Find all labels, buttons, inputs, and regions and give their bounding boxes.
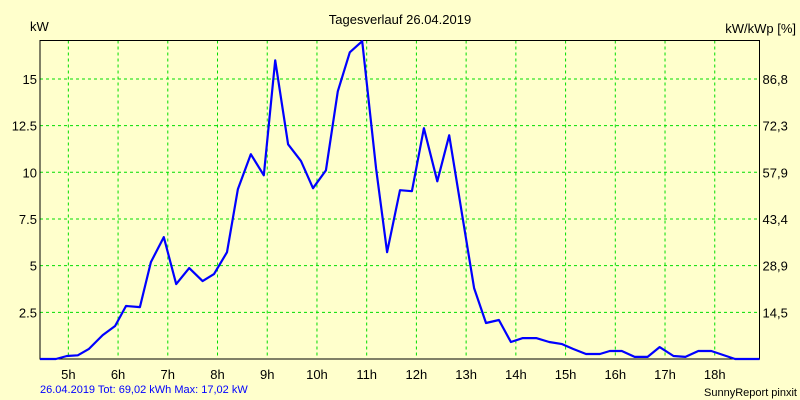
chart-title: Tagesverlauf 26.04.2019 xyxy=(329,12,471,27)
x-tick-label: 12h xyxy=(406,367,428,382)
y2-tick-label: 43,4 xyxy=(763,212,788,227)
x-axis: 5h 6h 7h 8h 9h 10h 11h 12h 13h 14h 15h 16h 17h 18h xyxy=(61,367,725,382)
y-axis-label: kW xyxy=(30,19,50,34)
x-tick-label: 9h xyxy=(260,367,274,382)
plot-frame xyxy=(39,40,760,360)
y2-axis-label: kW/kWp [%] xyxy=(725,21,796,36)
y2-tick-label: 57,9 xyxy=(763,165,788,180)
y2-tick-label: 86,8 xyxy=(763,72,788,87)
x-tick-label: 18h xyxy=(704,367,726,382)
x-tick-label: 16h xyxy=(604,367,626,382)
series-group xyxy=(40,40,760,361)
footer-summary: 26.04.2019 Tot: 69,02 kWh Max: 17,02 kW xyxy=(40,384,248,396)
x-tick-label: 13h xyxy=(455,367,477,382)
y-axis-right: 14,5 28,9 43,4 57,9 72,3 86,8 xyxy=(763,72,788,320)
y-tick-label: 2.5 xyxy=(19,305,37,320)
y-tick-label: 12.5 xyxy=(12,119,37,134)
y-tick-label: 5 xyxy=(30,259,37,274)
x-tick-label: 15h xyxy=(555,367,577,382)
y2-tick-label: 14,5 xyxy=(763,305,788,320)
x-tick-label: 17h xyxy=(654,367,676,382)
y-tick-label: 7.5 xyxy=(19,212,37,227)
x-tick-label: 14h xyxy=(505,367,527,382)
y-tick-label: 15 xyxy=(23,72,37,87)
series-line-kw xyxy=(40,40,760,361)
grid xyxy=(40,40,760,359)
y2-tick-label: 28,9 xyxy=(763,259,788,274)
x-tick-label: 10h xyxy=(306,367,328,382)
x-tick-label: 11h xyxy=(356,367,377,382)
y-axis-left: 2.5 5 7.5 10 12.5 15 xyxy=(12,72,37,320)
x-tick-label: 7h xyxy=(161,367,175,382)
y2-tick-label: 72,3 xyxy=(763,119,788,134)
footer-credit: SunnyReport pinxit xyxy=(704,387,797,399)
x-tick-label: 6h xyxy=(111,367,125,382)
x-tick-label: 8h xyxy=(210,367,224,382)
y-tick-label: 10 xyxy=(23,165,37,180)
x-tick-label: 5h xyxy=(61,367,75,382)
